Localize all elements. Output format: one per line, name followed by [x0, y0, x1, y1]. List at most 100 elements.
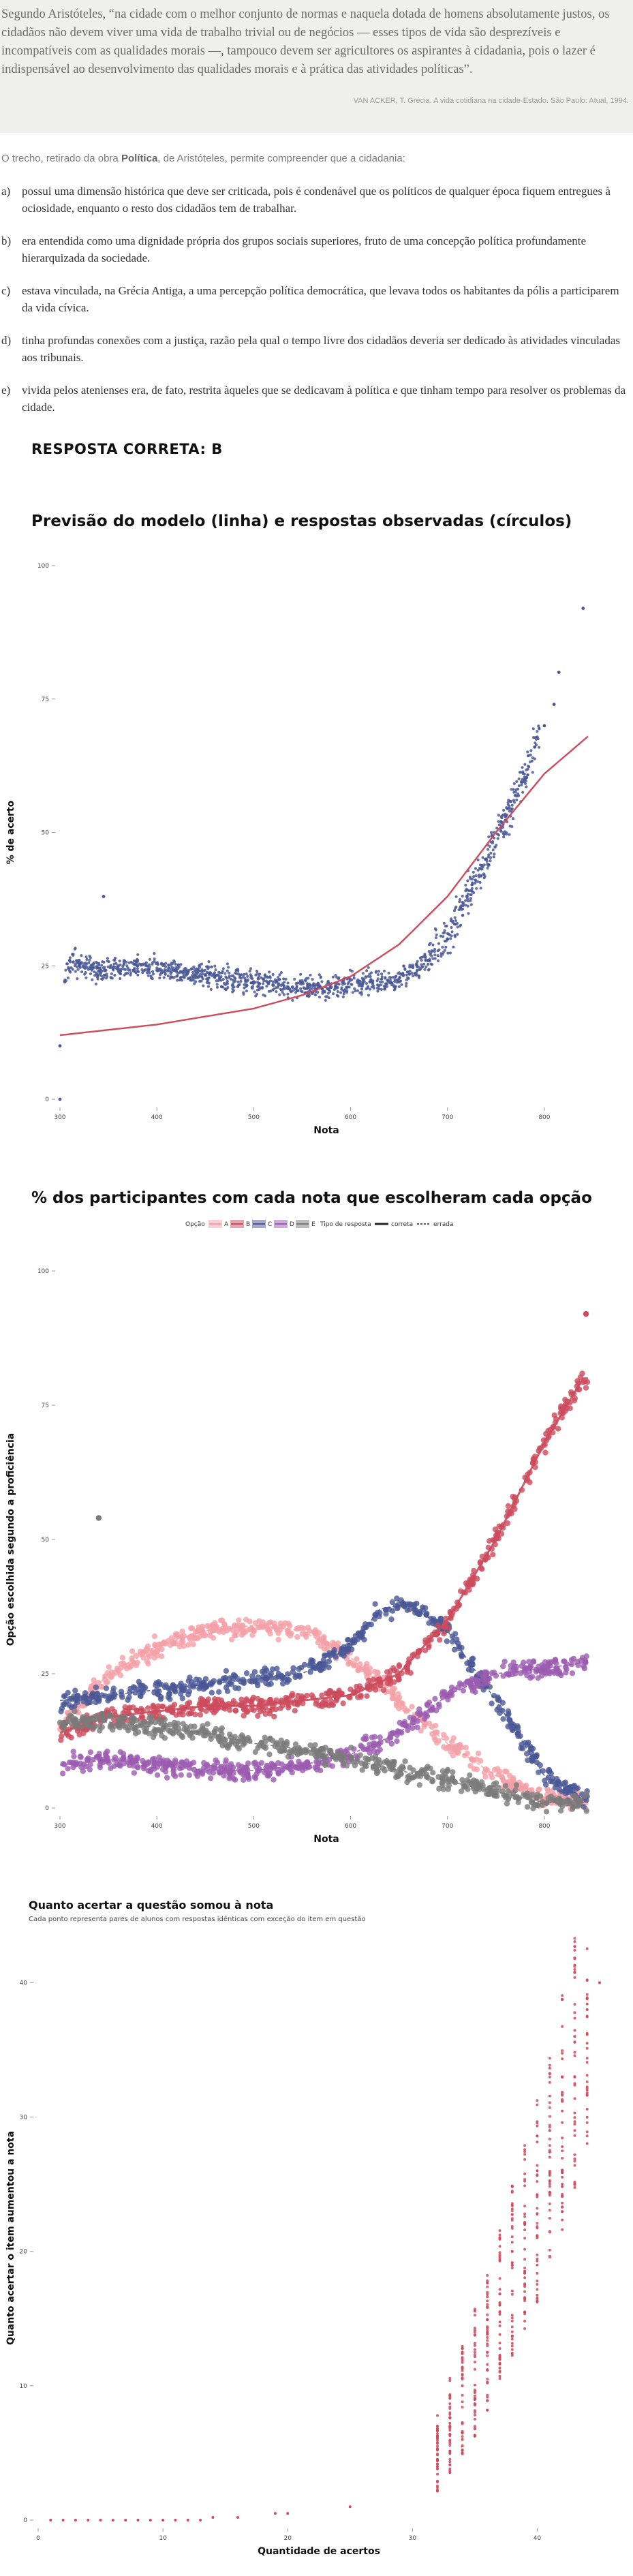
observed-point	[335, 986, 339, 990]
option-point	[404, 1669, 410, 1675]
pair-point	[573, 2134, 576, 2137]
option-point	[553, 1660, 559, 1666]
pair-point	[561, 2205, 564, 2209]
observed-point	[442, 951, 445, 954]
observed-point	[468, 875, 472, 878]
observed-point	[179, 978, 182, 981]
pair-point	[536, 2121, 539, 2125]
answer-options: a) possui uma dimensão histórica que deve…	[0, 183, 630, 431]
option-d[interactable]: d) tinha profundas conexões com a justiça…	[0, 332, 630, 366]
observed-point	[71, 953, 74, 956]
pair-point	[448, 2452, 452, 2455]
option-point	[209, 1689, 215, 1696]
option-point	[322, 1653, 328, 1659]
x-axis-label: Quantidade de acertos	[258, 2546, 380, 2557]
observed-point	[458, 900, 461, 904]
option-point	[360, 1746, 367, 1753]
option-point	[217, 1764, 224, 1770]
observed-point	[271, 980, 275, 983]
option-point	[490, 1552, 496, 1558]
observed-point	[456, 932, 459, 936]
observed-point	[153, 960, 156, 963]
observed-point	[76, 961, 80, 964]
observed-point	[230, 974, 234, 978]
pair-point	[573, 2035, 576, 2038]
option-point	[250, 1694, 257, 1700]
option-point	[88, 1685, 95, 1692]
observed-point	[106, 965, 110, 968]
observed-point	[311, 977, 314, 981]
option-b[interactable]: b) era entendida como uma dignidade própr…	[0, 232, 630, 266]
observed-point	[245, 990, 248, 993]
observed-point	[97, 969, 101, 973]
observed-point	[469, 889, 473, 892]
observed-point	[100, 964, 104, 967]
observed-point	[306, 986, 309, 990]
pair-point	[548, 2156, 551, 2159]
pair-point	[49, 2519, 52, 2521]
observed-point	[258, 986, 262, 990]
observed-point	[213, 964, 217, 968]
option-point	[258, 1760, 265, 1766]
pair-point	[174, 2519, 177, 2521]
observed-point	[341, 983, 345, 986]
observed-point	[495, 832, 499, 835]
intro-bold: Política	[121, 153, 158, 164]
pair-point	[523, 2290, 527, 2293]
pair-point	[498, 2253, 501, 2256]
observed-point	[123, 968, 126, 971]
option-point	[170, 1640, 177, 1646]
observed-point	[339, 991, 343, 994]
observed-point	[401, 971, 405, 975]
observed-point	[358, 979, 361, 983]
option-e[interactable]: e) vivida pelos atenienses era, de fato, …	[0, 382, 630, 416]
option-point	[145, 1661, 151, 1667]
observed-point	[291, 998, 294, 1002]
pair-point	[486, 2395, 489, 2399]
option-point	[418, 1728, 424, 1734]
option-c[interactable]: c) estava vinculada, na Grécia Antiga, a …	[0, 282, 630, 316]
legend-option-label: C	[268, 1221, 272, 1228]
observed-point	[276, 985, 279, 989]
option-point	[75, 1693, 81, 1699]
pair-point	[523, 2158, 527, 2161]
observed-point	[441, 945, 444, 949]
observed-point	[461, 900, 464, 904]
pair-point	[510, 2319, 514, 2322]
option-point	[83, 1719, 89, 1725]
option-point	[403, 1708, 410, 1714]
option-point	[584, 1379, 591, 1385]
option-point	[145, 1705, 151, 1711]
observed-point	[282, 993, 285, 996]
option-point	[536, 1769, 542, 1775]
pair-point	[536, 2225, 539, 2228]
option-point	[209, 1680, 215, 1686]
option-point	[178, 1681, 184, 1687]
option-point	[208, 1736, 214, 1742]
pair-point	[573, 2160, 576, 2163]
pair-point	[436, 2435, 439, 2438]
observed-point	[246, 975, 249, 978]
option-point	[132, 1685, 138, 1691]
observed-point	[356, 989, 360, 992]
observed-point	[452, 909, 457, 913]
observed-point	[127, 968, 130, 972]
observed-point	[135, 958, 139, 962]
option-point	[396, 1662, 402, 1668]
option-a[interactable]: a) possui uma dimensão histórica que deve…	[0, 183, 630, 217]
observed-point	[487, 848, 490, 851]
observed-point	[316, 981, 320, 985]
option-point	[241, 1680, 247, 1687]
option-point	[296, 1625, 302, 1631]
observed-point	[478, 880, 482, 884]
observed-point	[310, 987, 314, 990]
option-point	[116, 1716, 123, 1722]
observed-point	[170, 962, 173, 965]
option-point	[242, 1629, 249, 1635]
observed-point	[166, 969, 169, 972]
observed-point	[470, 887, 474, 890]
pair-point	[510, 2335, 514, 2338]
observed-point	[327, 988, 330, 992]
observed-point	[78, 964, 81, 968]
observed-point	[427, 962, 430, 966]
